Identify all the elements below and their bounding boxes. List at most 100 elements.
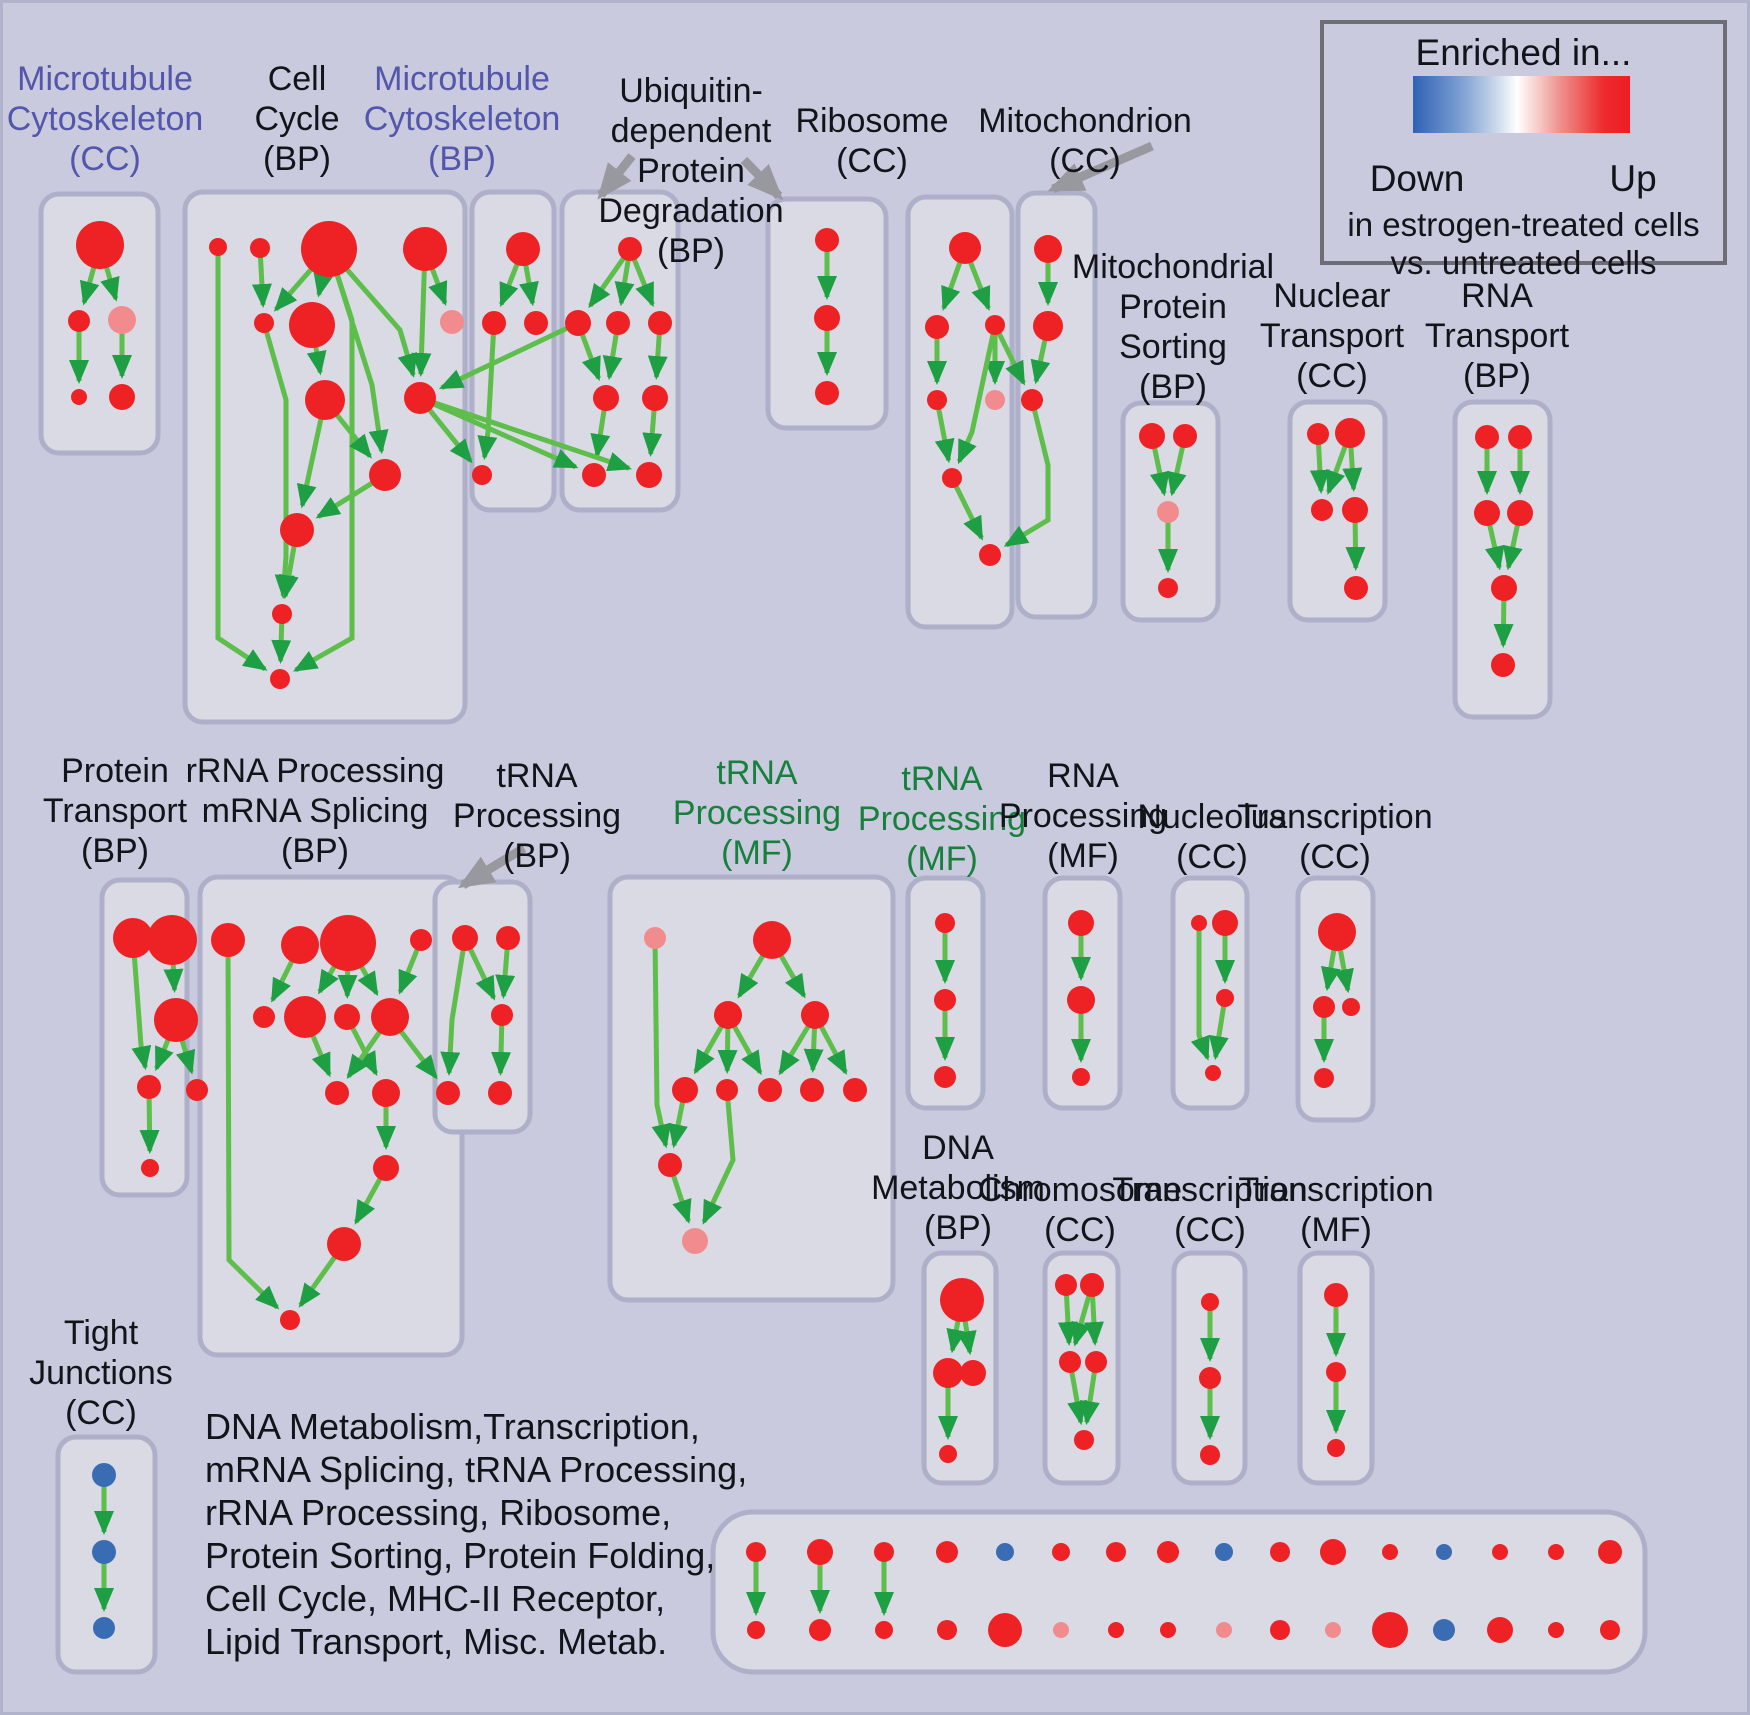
cell-cycle-bp-node-11 bbox=[272, 604, 292, 624]
chromosome-cc-node-2 bbox=[1059, 1351, 1081, 1373]
microtubule-cytoskeleton-cc-node-4 bbox=[109, 384, 135, 410]
rna-processing-mf-node-1 bbox=[1067, 986, 1095, 1014]
trna-bp-label-arrow bbox=[457, 844, 527, 889]
legend-color-gradient-bar bbox=[1413, 76, 1630, 133]
ubiquitin-degradation-bp-node-6 bbox=[582, 463, 606, 487]
cluster-label-rna-transport-bp-line-2: (BP) bbox=[1463, 357, 1531, 395]
cluster-label-protein-transport-bp-line-2: (BP) bbox=[81, 832, 149, 870]
chromosome-cc-node-1 bbox=[1080, 1273, 1104, 1297]
rna-processing-mf-node-0 bbox=[1068, 910, 1094, 936]
cell-cycle-bp-node-1 bbox=[250, 238, 270, 258]
misc-strip-caption: DNA Metabolism,Transcription, mRNA Splic… bbox=[205, 1405, 747, 1663]
caption-line: DNA Metabolism,Transcription, bbox=[205, 1406, 700, 1447]
cluster-label-protein-transport-bp-line-0: Protein bbox=[61, 752, 169, 790]
rrna-processing-mrna-splicing-bp-node-13 bbox=[186, 1079, 208, 1101]
rna-transport-bp-node-0 bbox=[1475, 425, 1499, 449]
misc-metabolism-strip-bottom-node-6 bbox=[1108, 1622, 1124, 1638]
microtubule-cytoskeleton-bp-node-3 bbox=[472, 465, 492, 485]
ribosome-cc-node-2 bbox=[985, 315, 1005, 335]
cluster-label-cell-cycle-bp-line-0: Cell bbox=[268, 60, 327, 98]
transcription-cc-2-node-0 bbox=[1201, 1293, 1219, 1311]
misc-metabolism-strip-top-node-15 bbox=[1598, 1540, 1622, 1564]
cluster-label-rna-transport-bp-line-0: RNA bbox=[1461, 277, 1533, 315]
cluster-box-chromosome-cc bbox=[1042, 1250, 1121, 1486]
ubiquitin-degradation-bp-node-5 bbox=[642, 385, 668, 411]
cross-edge-2 bbox=[418, 395, 579, 470]
transcription-cc-1-node-0 bbox=[1318, 913, 1356, 951]
legend-subtitle-1: in estrogen-treated cells bbox=[1347, 206, 1700, 243]
rrna-processing-mrna-splicing-bp-node-6 bbox=[334, 1004, 360, 1030]
cell-cycle-bp-node-9 bbox=[369, 459, 401, 491]
legend-title: Enriched in... bbox=[1415, 32, 1632, 73]
cluster-label-trna-processing-mf-2-line-2: (MF) bbox=[906, 840, 978, 878]
transcription-mf-node-2 bbox=[1327, 1439, 1345, 1457]
trna-processing-mf-1-node-1 bbox=[753, 921, 791, 959]
trna-processing-bp-edge-2 bbox=[440, 937, 468, 1077]
cross-edge-4 bbox=[992, 323, 1026, 386]
cluster-labels: MicrotubuleCytoskeleton(CC)CellCycle(BP)… bbox=[7, 60, 1570, 1432]
cluster-label-trna-processing-mf-2-line-0: tRNA bbox=[901, 760, 983, 798]
trna-processing-mf-1-node-3 bbox=[801, 1001, 829, 1029]
misc-metabolism-strip-bottom-node-14 bbox=[1548, 1622, 1564, 1638]
cell-cycle-bp-node-12 bbox=[270, 669, 290, 689]
misc-metabolism-strip-bottom-node-0 bbox=[747, 1621, 765, 1639]
misc-metabolism-strip-top-node-11 bbox=[1382, 1544, 1398, 1560]
cluster-label-mitochondrial-protein-sorting-bp-line-2: Sorting bbox=[1119, 328, 1227, 366]
trna-processing-mf-1-node-4 bbox=[672, 1077, 698, 1103]
ribosome-cc-node-4 bbox=[985, 390, 1005, 410]
rna-transport-bp-node-4 bbox=[1491, 575, 1517, 601]
cluster-label-ubiquitin-degradation-bp-line-4: (BP) bbox=[657, 232, 725, 270]
cluster-label-dna-metabolism-bp-line-1: Metabolism bbox=[871, 1169, 1045, 1207]
cluster-label-trna-processing-mf-2-line-1: Processing bbox=[858, 800, 1026, 838]
microtubule-cytoskeleton-cc-node-0 bbox=[76, 221, 124, 269]
ubiquitin-degradation-2-node-0 bbox=[815, 228, 839, 252]
caption-line: Lipid Transport, Misc. Metab. bbox=[205, 1621, 668, 1662]
cluster-label-transcription-cc-2-line-0: Transcription bbox=[1112, 1171, 1307, 1209]
cluster-label-microtubule-cytoskeleton-bp-line-1: Cytoskeleton bbox=[364, 100, 561, 138]
cluster-label-nuclear-transport-cc-line-0: Nuclear bbox=[1273, 277, 1390, 315]
trna-processing-mf-2-node-1 bbox=[934, 989, 956, 1011]
trna-processing-mf-1-node-5 bbox=[716, 1079, 738, 1101]
mitochondrial-protein-sorting-bp-node-2 bbox=[1157, 501, 1179, 523]
misc-metabolism-strip-top-node-7 bbox=[1157, 1541, 1179, 1563]
legend-down-label: Down bbox=[1369, 158, 1465, 199]
tight-junctions-cc-node-1 bbox=[92, 1540, 116, 1564]
cell-cycle-bp-node-3 bbox=[403, 227, 447, 271]
nuclear-transport-cc-node-2 bbox=[1311, 499, 1333, 521]
transcription-cc-1-node-1 bbox=[1313, 996, 1335, 1018]
cluster-label-transcription-cc-1-line-1: (CC) bbox=[1299, 838, 1371, 876]
ribosome-cc-edge-6 bbox=[949, 476, 984, 541]
chromosome-cc-node-3 bbox=[1085, 1351, 1107, 1373]
cross-edge-5 bbox=[1003, 399, 1051, 548]
cell-cycle-bp-node-6 bbox=[440, 310, 464, 334]
ribosome-cc-edge-4 bbox=[934, 399, 955, 464]
trna-processing-bp-node-3 bbox=[436, 1081, 460, 1105]
nucleolus-cc-node-0 bbox=[1191, 915, 1207, 931]
ubiquitin-degradation-2-node-2 bbox=[815, 381, 839, 405]
rrna-processing-mrna-splicing-bp-edge-5 bbox=[225, 939, 280, 1310]
misc-metabolism-strip-top-node-9 bbox=[1270, 1542, 1290, 1562]
nucleolus-cc-node-1 bbox=[1212, 910, 1238, 936]
ribosome-cc-edge-5 bbox=[956, 324, 998, 465]
mitochondrial-protein-sorting-bp-node-3 bbox=[1158, 578, 1178, 598]
misc-metabolism-strip-top-node-12 bbox=[1436, 1544, 1452, 1560]
cluster-label-cell-cycle-bp-line-2: (BP) bbox=[263, 140, 331, 178]
misc-metabolism-strip-bottom-node-5 bbox=[1053, 1622, 1069, 1638]
legend-subtitle-2: vs. untreated cells bbox=[1390, 244, 1657, 281]
misc-metabolism-strip-top-node-10 bbox=[1320, 1539, 1346, 1565]
trna-processing-mf-1-node-7 bbox=[800, 1078, 824, 1102]
cell-cycle-bp-node-4 bbox=[254, 313, 274, 333]
caption-line: Cell Cycle, MHC-II Receptor, bbox=[205, 1578, 666, 1619]
nuclear-transport-cc-node-3 bbox=[1342, 497, 1368, 523]
nuclear-transport-cc-node-1 bbox=[1335, 418, 1365, 448]
rrna-processing-mrna-splicing-bp-node-1 bbox=[281, 926, 319, 964]
rrna-processing-mrna-splicing-bp-node-11 bbox=[327, 1227, 361, 1261]
cluster-label-nuclear-transport-cc-line-2: (CC) bbox=[1296, 357, 1368, 395]
trna-processing-mf-1-node-6 bbox=[758, 1078, 782, 1102]
mitochondrion-cc-node-1 bbox=[1033, 311, 1063, 341]
misc-metabolism-strip-bottom-node-11 bbox=[1372, 1612, 1408, 1648]
misc-metabolism-strip-bottom-node-8 bbox=[1216, 1622, 1232, 1638]
cluster-label-rna-transport-bp-line-1: Transport bbox=[1425, 317, 1570, 355]
rrna-processing-mrna-splicing-bp-node-12 bbox=[280, 1310, 300, 1330]
nucleolus-cc-edge-0 bbox=[1190, 923, 1210, 1061]
